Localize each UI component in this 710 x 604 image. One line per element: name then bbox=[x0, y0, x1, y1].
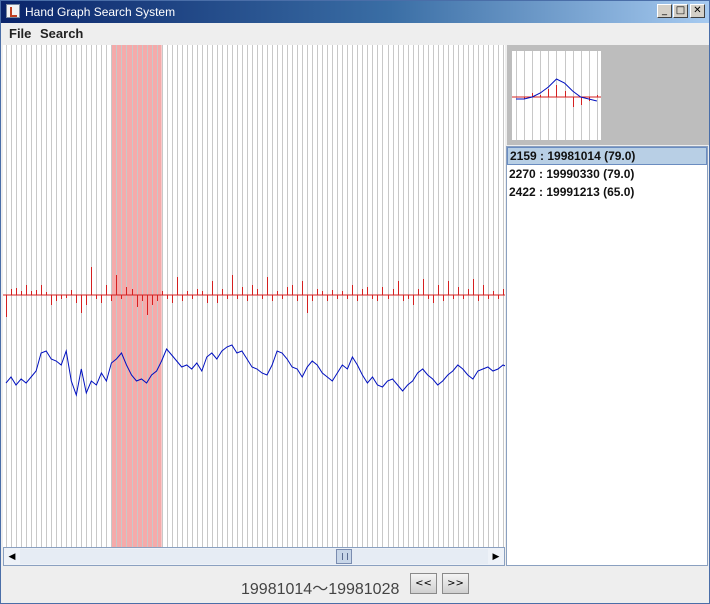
result-item[interactable]: 2422 : 19991213 (65.0) bbox=[509, 185, 635, 199]
menu-bar: File Search bbox=[1, 23, 709, 43]
selected-range-highlight bbox=[111, 45, 162, 547]
scroll-track[interactable] bbox=[20, 549, 488, 564]
data-line bbox=[5, 344, 505, 397]
graph-canvas[interactable] bbox=[3, 45, 505, 547]
preview-panel bbox=[507, 45, 709, 145]
maximize-button[interactable]: □ bbox=[673, 4, 688, 18]
java-app-icon bbox=[6, 4, 20, 18]
graph-panel[interactable] bbox=[3, 45, 505, 547]
result-item[interactable]: 2159 : 19981014 (79.0) bbox=[507, 147, 707, 165]
title-bar[interactable]: Hand Graph Search System _ □ ✕ bbox=[1, 1, 709, 23]
scroll-left-arrow-icon[interactable]: ◀ bbox=[8, 551, 16, 562]
footer-bar: 19981014〜19981028 << >> bbox=[1, 567, 709, 603]
menu-file[interactable]: File bbox=[9, 26, 32, 41]
next-button[interactable]: >> bbox=[442, 573, 469, 594]
results-list[interactable]: 2159 : 19981014 (79.0) 2270 : 19990330 (7… bbox=[506, 146, 708, 566]
preview-thumbnail bbox=[512, 51, 601, 140]
preview-line bbox=[516, 78, 598, 102]
horizontal-scrollbar[interactable]: ◀ ▶ bbox=[3, 547, 505, 566]
scroll-thumb[interactable] bbox=[336, 549, 352, 564]
window-title: Hand Graph Search System bbox=[25, 5, 176, 19]
date-range-label: 19981014〜19981028 bbox=[241, 581, 400, 598]
result-item[interactable]: 2270 : 19990330 (79.0) bbox=[509, 167, 635, 181]
preview-graph bbox=[512, 51, 601, 140]
scroll-right-arrow-icon[interactable]: ▶ bbox=[492, 551, 500, 562]
minimize-button[interactable]: _ bbox=[657, 4, 672, 18]
menu-search[interactable]: Search bbox=[40, 26, 84, 41]
prev-button[interactable]: << bbox=[410, 573, 437, 594]
close-button[interactable]: ✕ bbox=[690, 4, 705, 18]
